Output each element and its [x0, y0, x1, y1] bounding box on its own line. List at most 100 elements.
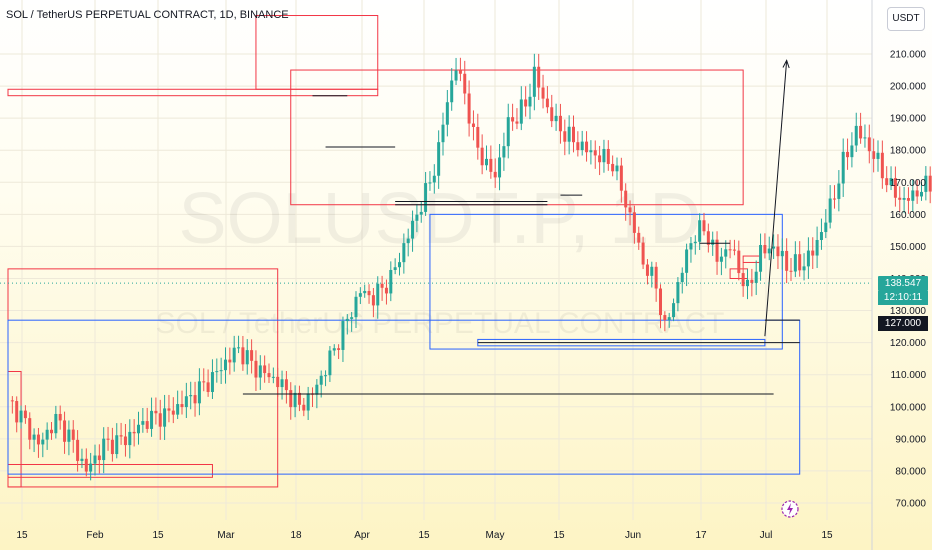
candle-body [450, 80, 454, 103]
candle-body [419, 211, 423, 215]
projection-arrow-line [764, 60, 788, 337]
watermark-symbol: SOLUSDT.P, 1D [179, 179, 702, 259]
candle-body [380, 283, 384, 288]
candle-body [193, 395, 197, 404]
candle-body [341, 321, 345, 350]
candle-body [302, 404, 306, 411]
candle-body [150, 410, 154, 429]
projection-arrow-head [782, 59, 790, 69]
candle-body [10, 400, 14, 402]
y-tick-label: 130.000 [890, 306, 927, 317]
candle-body [772, 246, 776, 249]
candle-body [476, 126, 480, 148]
candle-body [219, 370, 223, 372]
x-tick-label: 15 [152, 530, 164, 541]
candle-body [785, 250, 789, 271]
candle-body [371, 295, 375, 306]
red-zone [7, 88, 379, 97]
candle-body [171, 410, 175, 415]
candle-body [776, 246, 780, 257]
candle-body [180, 404, 184, 408]
candle-body [754, 271, 758, 283]
candle-body [384, 287, 388, 294]
candle-body [402, 243, 406, 263]
y-tick-label: 150.000 [890, 242, 927, 253]
candle-body [176, 404, 180, 415]
candle-body [659, 288, 662, 316]
candle-body [36, 434, 40, 445]
y-tick-label: 200.000 [890, 82, 927, 93]
candle-body [154, 410, 158, 414]
candle-body [637, 232, 641, 243]
candle-body [511, 117, 515, 122]
candle-body [480, 147, 484, 166]
candle-body [228, 359, 232, 363]
candle-body [437, 142, 441, 176]
candle-body [358, 293, 362, 297]
x-tick-label: Jul [760, 530, 773, 541]
candle-body [328, 350, 332, 376]
candle-body [158, 413, 162, 427]
candle-body [585, 141, 589, 153]
candle-body [550, 107, 554, 122]
x-tick-label: Jun [625, 530, 641, 541]
candle-body [885, 178, 889, 186]
candle-body [906, 198, 910, 201]
x-tick-label: 15 [418, 530, 430, 541]
candle-body [441, 124, 445, 143]
candle-body [354, 296, 358, 318]
candle-body [872, 151, 876, 159]
x-tick-label: Apr [354, 530, 370, 541]
candle-body [97, 455, 101, 461]
candles [10, 53, 932, 481]
event-icon[interactable] [781, 500, 799, 518]
candle-body [732, 249, 736, 251]
candle-body [93, 455, 97, 464]
candle-body [641, 242, 645, 265]
currency-selector[interactable]: USDT [887, 7, 925, 31]
candle-body [337, 348, 341, 350]
x-tick-label: 18 [290, 530, 302, 541]
watermark: SOLUSDT.P, 1D SOL / TetherUS PERPETUAL CO… [155, 179, 724, 340]
y-tick-label: 90.000 [895, 434, 926, 445]
candle-body [411, 220, 415, 239]
candle-body [250, 350, 254, 361]
candle-body [667, 317, 671, 321]
candle-body [241, 347, 245, 365]
candle-body [415, 214, 419, 221]
candle-body [376, 283, 380, 306]
candle-body [50, 429, 53, 434]
candle-body [350, 317, 354, 319]
candle-body [841, 151, 845, 184]
watermark-description: SOL / TetherUS PERPETUAL CONTRACT [155, 307, 724, 340]
candle-body [793, 254, 797, 272]
candle-body [485, 158, 488, 166]
candle-body [489, 158, 493, 172]
candle-body [367, 290, 371, 296]
candle-body [824, 222, 828, 233]
candle-body [924, 175, 928, 192]
candle-body [619, 165, 623, 191]
candle-body [363, 290, 367, 294]
candle-body [528, 96, 532, 107]
candle-body [458, 70, 462, 74]
candle-body [715, 239, 719, 262]
candle-body [445, 102, 449, 125]
candle-body [210, 372, 214, 392]
candle-body [846, 151, 850, 158]
grid [0, 0, 872, 520]
candle-body [598, 155, 602, 163]
candle-body [324, 375, 328, 377]
candle-body [393, 267, 397, 270]
candle-body [680, 272, 684, 283]
x-tick-label: 15 [821, 530, 833, 541]
candle-body [471, 123, 475, 127]
candle-body [506, 117, 510, 147]
candle-body [132, 431, 136, 434]
last-price-tag: 138.547 [878, 276, 928, 291]
chart-title: SOL / TetherUS PERPETUAL CONTRACT, 1D, B… [6, 9, 289, 21]
candle-body [698, 220, 702, 242]
blue-zone [429, 213, 783, 350]
